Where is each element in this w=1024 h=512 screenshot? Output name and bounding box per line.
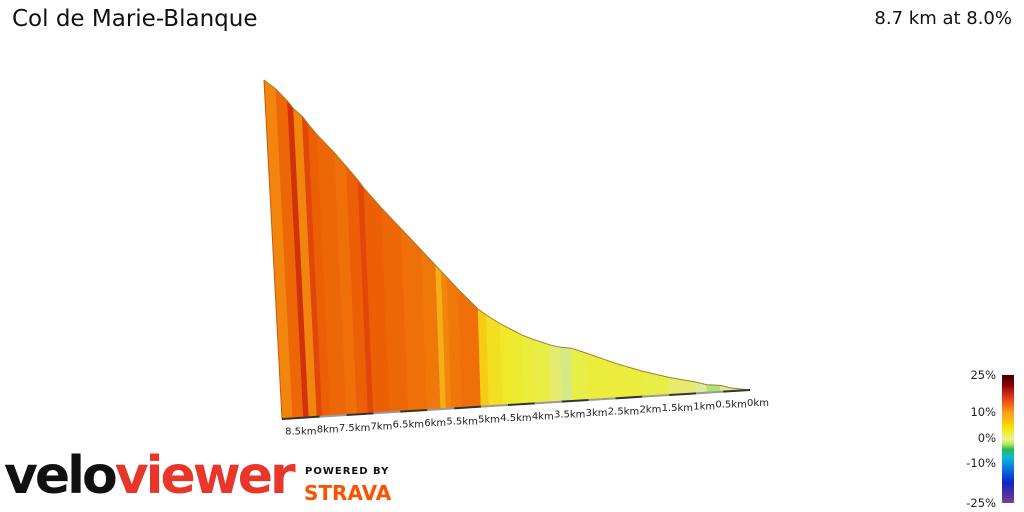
legend-tick-minus-25: -25% bbox=[966, 496, 996, 510]
logo-velo-text: velo bbox=[4, 446, 118, 506]
distance-tick-label: 3km bbox=[586, 408, 608, 419]
profile-segment bbox=[560, 346, 573, 403]
profile-segment bbox=[614, 362, 643, 399]
profile-segment bbox=[571, 347, 589, 402]
axis-dash bbox=[615, 395, 643, 400]
distance-tick-label: 8km bbox=[317, 425, 339, 436]
distance-axis bbox=[281, 389, 751, 420]
axis-dash bbox=[427, 407, 455, 411]
distance-tick-label: 0km bbox=[747, 398, 769, 409]
axis-dash bbox=[400, 409, 428, 413]
profile-left-edge bbox=[263, 79, 283, 420]
axis-dash bbox=[561, 399, 589, 403]
axis-dash bbox=[480, 404, 508, 408]
axis-dash bbox=[723, 389, 751, 393]
profile-segment bbox=[532, 338, 552, 404]
distance-tick-label: 6.5km bbox=[393, 420, 424, 431]
distance-tick-label: 1.5km bbox=[662, 403, 693, 414]
powered-by-label: POWERED BY bbox=[305, 466, 390, 477]
veloviewer-logo[interactable]: veloviewer bbox=[4, 450, 296, 502]
axis-dash bbox=[373, 410, 401, 415]
profile-segment bbox=[587, 353, 616, 401]
distance-tick-label: 4.5km bbox=[500, 413, 531, 424]
axis-dash bbox=[507, 402, 535, 406]
distance-tick-label: 3.5km bbox=[554, 410, 585, 421]
logo-viewer-text: viewer bbox=[114, 446, 296, 506]
climb-title: Col de Marie-Blanque bbox=[12, 6, 258, 32]
profile-outline bbox=[263, 79, 751, 391]
distance-tick-labels: 8.5km 8km 7.5km 7km 6.5km 6km 5.5km 5km 4.5km 4km… bbox=[285, 398, 769, 437]
profile-segments bbox=[263, 79, 751, 420]
axis-dash bbox=[319, 414, 347, 418]
distance-tick-label: 2.5km bbox=[608, 406, 639, 417]
distance-tick-label: 4km bbox=[532, 411, 554, 422]
distance-tick-label: 5.5km bbox=[446, 416, 477, 427]
climb-stats: 8.7 km at 8.0% bbox=[874, 8, 1012, 29]
legend-tick-25: 25% bbox=[970, 368, 996, 382]
axis-dash bbox=[346, 412, 374, 416]
profile-segment bbox=[641, 370, 670, 398]
distance-tick-label: 5km bbox=[478, 415, 500, 426]
axis-dash bbox=[642, 394, 670, 398]
profile-segment bbox=[457, 288, 482, 409]
legend-tick-minus-10: -10% bbox=[966, 456, 996, 470]
distance-tick-label: 7km bbox=[370, 421, 392, 432]
distance-tick-label: 0.5km bbox=[715, 400, 746, 411]
legend-tick-0: 0% bbox=[977, 431, 996, 445]
axis-dash bbox=[292, 415, 320, 420]
distance-tick-label: 6km bbox=[424, 418, 446, 429]
distance-tick-label: 7.5km bbox=[339, 423, 370, 434]
axis-dash bbox=[669, 392, 697, 396]
distance-tick-label: 8.5km bbox=[285, 426, 316, 437]
profile-segment bbox=[521, 334, 536, 405]
axis-dash bbox=[281, 417, 293, 420]
profile-segment bbox=[549, 344, 563, 403]
legend-tick-10: 10% bbox=[970, 405, 996, 419]
distance-tick-label: 2km bbox=[639, 405, 661, 416]
axis-dash bbox=[588, 397, 616, 401]
axis-dash bbox=[454, 405, 482, 410]
strava-logo[interactable]: STRAVA bbox=[304, 481, 392, 505]
axis-dash bbox=[534, 400, 562, 405]
distance-tick-label: 1km bbox=[693, 401, 715, 412]
gradient-color-scale bbox=[1002, 375, 1014, 503]
axis-dash bbox=[696, 390, 724, 395]
